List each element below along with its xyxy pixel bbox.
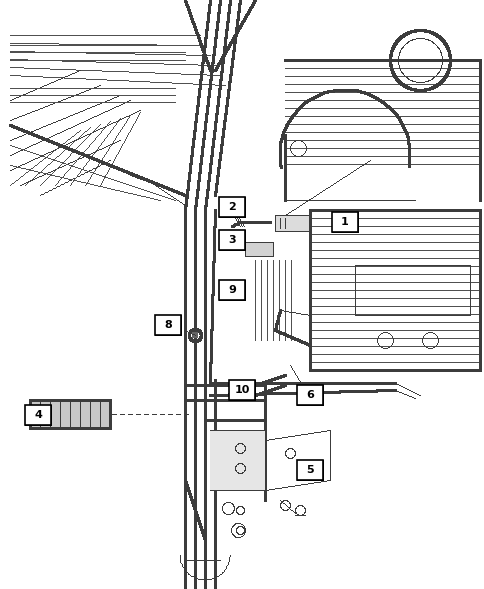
Text: 5: 5: [305, 465, 313, 475]
Text: 1: 1: [340, 217, 348, 227]
FancyBboxPatch shape: [155, 315, 181, 335]
Text: 2: 2: [227, 202, 235, 212]
FancyBboxPatch shape: [296, 385, 322, 405]
Text: 6: 6: [305, 390, 313, 400]
FancyBboxPatch shape: [332, 212, 357, 232]
Text: 10: 10: [234, 385, 249, 395]
Text: 9: 9: [227, 285, 235, 295]
FancyBboxPatch shape: [25, 405, 51, 425]
FancyBboxPatch shape: [228, 380, 255, 400]
FancyBboxPatch shape: [219, 280, 244, 300]
FancyBboxPatch shape: [296, 460, 322, 480]
Text: 4: 4: [34, 410, 42, 420]
FancyBboxPatch shape: [219, 230, 244, 250]
Text: 8: 8: [164, 320, 171, 330]
Text: 3: 3: [227, 235, 235, 245]
FancyBboxPatch shape: [219, 197, 244, 217]
